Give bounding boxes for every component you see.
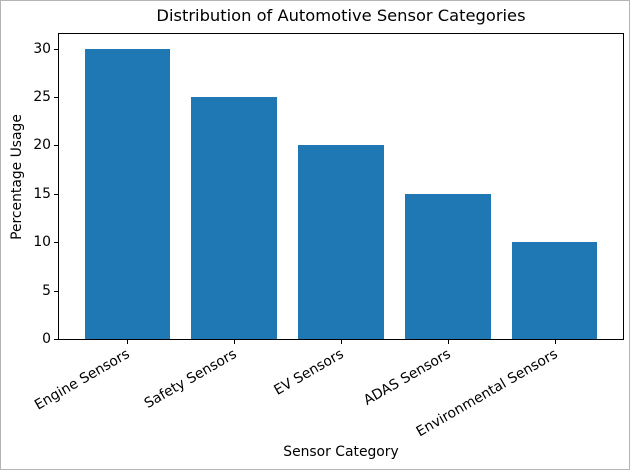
y-tick-mark [54,339,59,340]
y-tick-label: 5 [42,282,51,299]
bar [511,242,598,339]
x-tick-mark [127,340,129,344]
y-tick-mark [54,193,59,195]
x-tick-mark [341,340,342,344]
bar [405,193,491,339]
x-tick-label: Environmental Sensors [413,346,561,441]
x-tick-label: Safety Sensors [141,346,240,412]
x-tick-mark [234,340,236,344]
y-tick-label: 30 [33,40,51,57]
bar [298,145,384,339]
y-tick-label: 25 [33,88,51,105]
x-tick-mark [554,340,556,344]
y-axis-label: Percentage Usage [9,114,25,240]
y-tick-label: 0 [42,331,51,347]
bar [191,96,277,339]
plot-area [58,33,624,340]
y-tick-mark [54,48,59,50]
y-tick-label: 10 [33,234,51,251]
y-tick-mark [54,290,59,292]
y-tick-mark [54,96,59,98]
y-tick-mark [54,242,59,244]
y-tick-label: 15 [33,185,51,202]
y-tick-label: 20 [33,137,51,154]
x-axis-label: Sensor Category [283,444,399,460]
chart-title: Distribution of Automotive Sensor Catego… [156,6,526,25]
x-tick-mark [447,340,449,344]
bar [84,48,171,339]
y-tick-mark [54,145,59,147]
